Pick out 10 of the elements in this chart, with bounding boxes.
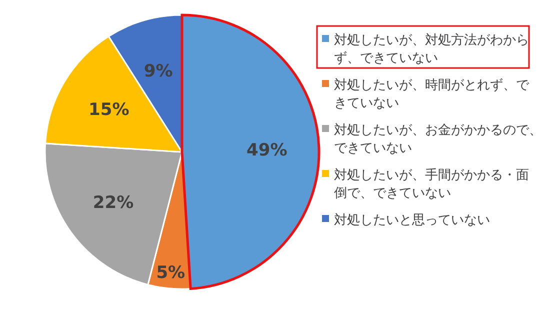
data-label: 15% [88, 100, 130, 120]
data-label: 49% [246, 140, 288, 160]
data-label: 5% [156, 263, 186, 284]
legend-label: 対処したいが、お金がかかるので、できていない [334, 122, 542, 156]
legend-label: 対処したいが、時間がとれず、できていない [334, 77, 530, 111]
legend-label: 対処したいと思っていない [334, 212, 490, 228]
data-label: 9% [144, 61, 173, 82]
data-label: 22% [92, 192, 134, 213]
legend-label: 対処したいが、手間がかかる・面倒で、できていない [334, 167, 529, 201]
legend-label: 対処したいが、対処方法がわからず、できていない [334, 32, 529, 66]
